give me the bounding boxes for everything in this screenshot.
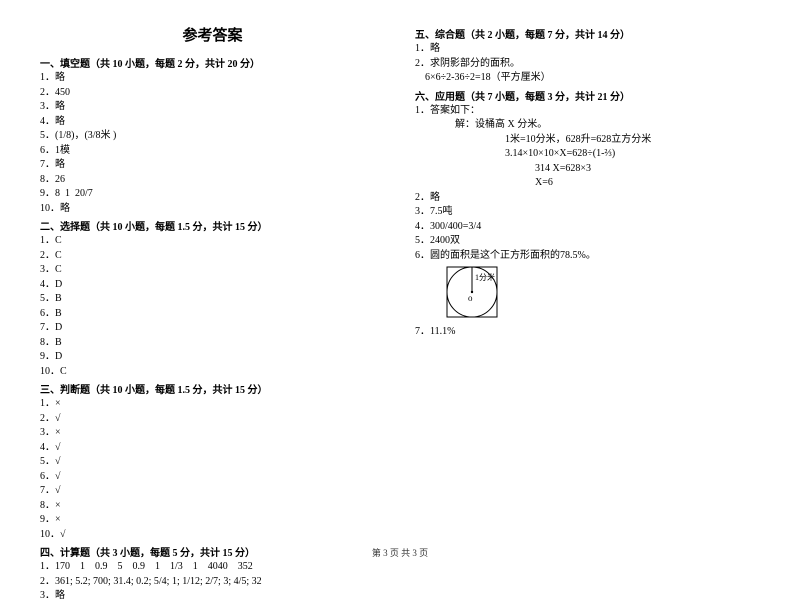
s3-8: 8．× <box>40 499 385 514</box>
s6-4: 4．300/400=3/4 <box>415 220 760 235</box>
s1-8: 8．26 <box>40 173 385 188</box>
s2-5: 5．B <box>40 292 385 307</box>
s1-4: 4．略 <box>40 115 385 130</box>
s1-7: 7．略 <box>40 158 385 173</box>
s3-7: 7．√ <box>40 484 385 499</box>
s3-2: 2．√ <box>40 412 385 427</box>
s6-work-4: 314 X=628×3 <box>415 162 760 177</box>
s2-9: 9．D <box>40 350 385 365</box>
s1-2: 2．450 <box>40 86 385 101</box>
s1-6: 6．1模 <box>40 144 385 159</box>
s2-4: 4．D <box>40 278 385 293</box>
s6-3: 3．7.5吨 <box>415 205 760 220</box>
s2-2: 2．C <box>40 249 385 264</box>
s4-3: 3．略 <box>40 589 385 604</box>
section-6-head: 六、应用题（共 7 小题，每题 3 分，共计 21 分） <box>415 88 760 103</box>
s6-intro: 1．答案如下： <box>415 104 760 119</box>
s5-3: 6×6÷2-36÷2=18（平方厘米） <box>415 71 760 86</box>
s2-8: 8．B <box>40 336 385 351</box>
s3-3: 3．× <box>40 426 385 441</box>
s1-3: 3．略 <box>40 100 385 115</box>
doc-title: 参考答案 <box>40 24 385 45</box>
s3-10: 10．√ <box>40 528 385 543</box>
page-body: 参考答案 一、填空题（共 10 小题，每题 2 分，共计 20 分） 1．略 2… <box>0 0 800 520</box>
s6-work-5: X=6 <box>415 176 760 191</box>
s6-6: 6．圆的面积是这个正方形面积的78.5%。 <box>415 249 760 264</box>
s2-3: 3．C <box>40 263 385 278</box>
s2-7: 7．D <box>40 321 385 336</box>
s1-9: 9．8 1 20/7 <box>40 187 385 202</box>
s2-6: 6．B <box>40 307 385 322</box>
s1-5: 5．(1/8)，(3/8米 ) <box>40 129 385 144</box>
s2-1: 1．C <box>40 234 385 249</box>
left-column: 参考答案 一、填空题（共 10 小题，每题 2 分，共计 20 分） 1．略 2… <box>40 24 385 510</box>
s4-2: 2．361; 5.2; 700; 31.4; 0.2; 5/4; 1; 1/12… <box>40 575 385 590</box>
s5-1: 1．略 <box>415 42 760 57</box>
right-column: 五、综合题（共 2 小题，每题 7 分，共计 14 分） 1．略 2．求阴影部分… <box>415 24 760 510</box>
section-2-head: 二、选择题（共 10 小题，每题 1.5 分，共计 15 分） <box>40 218 385 233</box>
section-3-head: 三、判断题（共 10 小题，每题 1.5 分，共计 15 分） <box>40 381 385 396</box>
page-footer: 第 3 页 共 3 页 <box>0 546 800 559</box>
s5-2: 2．求阴影部分的面积。 <box>415 57 760 72</box>
s1-1: 1．略 <box>40 71 385 86</box>
s4-1: 1．170 1 0.9 5 0.9 1 1/3 1 4040 352 <box>40 560 385 575</box>
diagram-o: o <box>468 293 473 303</box>
s6-work-2: 1米=10分米，628升=628立方分米 <box>415 133 760 148</box>
s6-work-1: 解：设桶高 X 分米。 <box>415 118 760 133</box>
diagram-label: 1分米 <box>475 272 495 282</box>
section-1-head: 一、填空题（共 10 小题，每题 2 分，共计 20 分） <box>40 55 385 70</box>
s3-4: 4．√ <box>40 441 385 456</box>
s6-7: 7．11.1% <box>415 325 760 340</box>
s6-work-3: 3.14×10×10×X=628÷(1-⅔) <box>415 147 760 162</box>
s3-6: 6．√ <box>40 470 385 485</box>
circle-in-square-diagram: 1分米 o <box>445 265 760 323</box>
diagram-svg: 1分米 o <box>445 265 505 320</box>
s3-9: 9．× <box>40 513 385 528</box>
s3-5: 5．√ <box>40 455 385 470</box>
s6-5: 5．2400双 <box>415 234 760 249</box>
s6-2: 2．略 <box>415 191 760 206</box>
s3-1: 1．× <box>40 397 385 412</box>
section-5-head: 五、综合题（共 2 小题，每题 7 分，共计 14 分） <box>415 26 760 41</box>
s2-10: 10．C <box>40 365 385 380</box>
s1-10: 10．略 <box>40 202 385 217</box>
